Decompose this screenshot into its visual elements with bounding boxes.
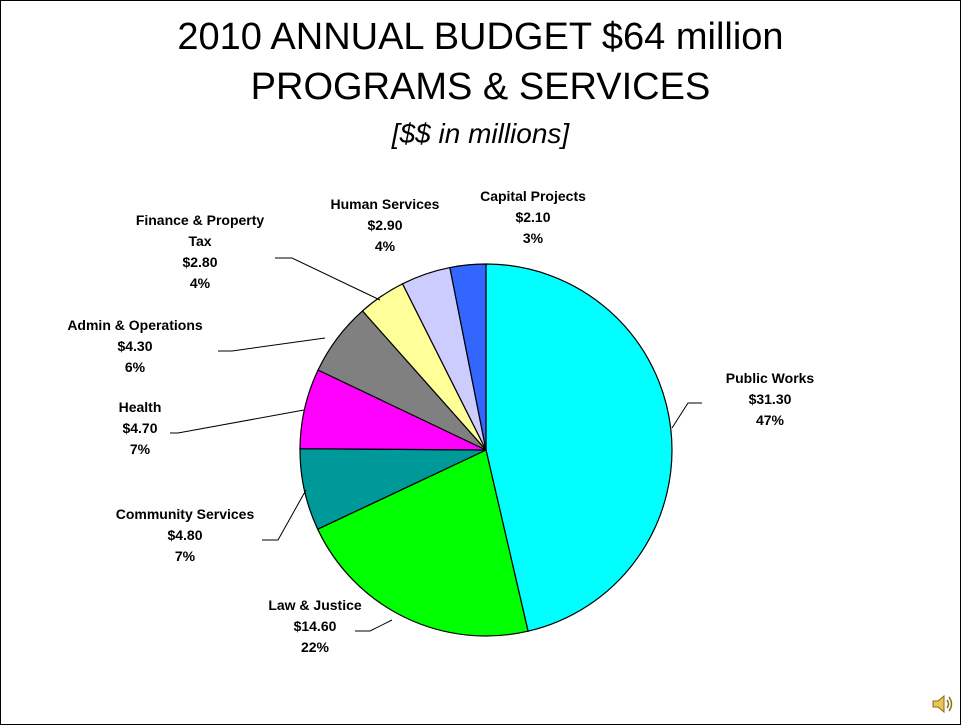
pie-slice-law-justice [316,449,529,637]
slice-label-admin-operations: Admin & Operations $4.30 6% [67,317,203,375]
leader-line-health [170,409,305,434]
slice-label-capital-projects: Capital Projects $2.10 3% [480,188,586,246]
slice-label-community-services: Community Services $4.80 7% [116,506,255,564]
pie-slice-capital-projects [449,263,487,451]
chart-subtitle: PROGRAMS & SERVICES [250,66,711,108]
pie-slice-public-works [485,263,673,632]
slice-label-health: Health $4.70 7% [119,399,162,457]
slice-label-human-services: Human Services $2.90 4% [331,196,440,254]
leader-line-public-works [671,402,702,429]
leader-line-admin-operations [218,337,326,352]
slice-label-public-works: Public Works $31.30 47% [726,370,815,428]
slice-label-finance-property-tax: Finance & Property Tax $2.80 4% [136,212,265,291]
leader-line-finance-property-tax [275,257,381,301]
leader-line-law-justice [355,619,393,632]
speaker-icon[interactable] [930,692,954,716]
slice-label-law-justice: Law & Justice $14.60 22% [268,597,362,655]
chart-unit-note: [$$ in millions] [391,118,570,149]
chart-title: 2010 ANNUAL BUDGET $64 million [177,16,784,58]
leader-line-community-services [262,489,307,541]
